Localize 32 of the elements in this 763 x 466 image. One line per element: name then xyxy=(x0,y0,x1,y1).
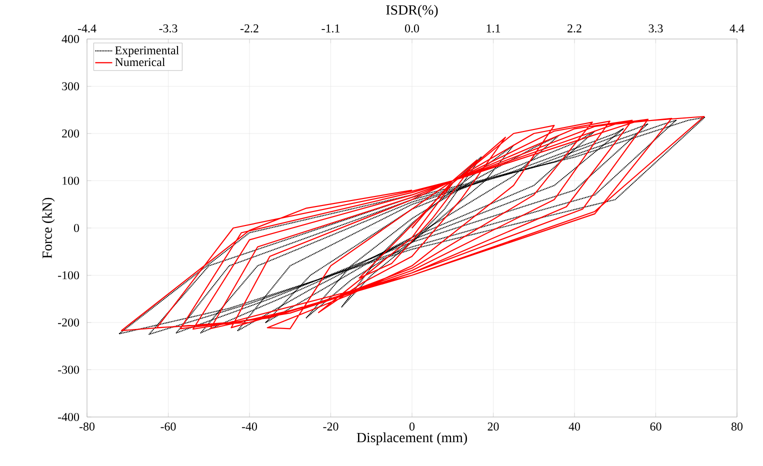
x-tick-label: -80 xyxy=(79,422,95,431)
legend-label: Experimental xyxy=(115,46,179,57)
x2-tick-label: 4.4 xyxy=(730,24,744,32)
x2-tick-label: 1.1 xyxy=(486,24,500,32)
x2-tick-label: 2.2 xyxy=(568,24,582,32)
x-tick-label: 80 xyxy=(731,422,743,431)
y-tick-label: -100 xyxy=(58,271,80,280)
y-axis-title: Force (kN) xyxy=(42,198,55,258)
x2-tick-label: 0.0 xyxy=(404,24,420,32)
x2-tick-label: 3.3 xyxy=(648,24,663,32)
y-tick-label: -300 xyxy=(58,366,80,374)
x-tick-label: 20 xyxy=(488,422,499,431)
x2-tick-label: -3.3 xyxy=(159,24,178,32)
x2-tick-label: -4.4 xyxy=(78,24,96,32)
x2-tick-label: -1.1 xyxy=(322,24,340,32)
x-tick-label: 60 xyxy=(650,422,662,431)
y-tick-label: 100 xyxy=(62,176,80,185)
y-tick-label: 200 xyxy=(62,129,80,138)
x-tick-label: -40 xyxy=(242,422,258,431)
y-tick-label: -400 xyxy=(58,412,80,422)
x-tick-label: -60 xyxy=(160,422,176,431)
legend-label: Numerical xyxy=(115,58,166,66)
x-axis-title: Displacement (mm) xyxy=(356,432,467,446)
y-tick-label: 300 xyxy=(62,82,80,90)
x2-tick-label: -2.2 xyxy=(240,24,258,32)
y-tick-label: 400 xyxy=(62,34,80,44)
x-tick-label: 40 xyxy=(568,422,580,431)
x-tick-label: -20 xyxy=(323,422,338,431)
x2-axis-title: ISDR(%) xyxy=(386,4,438,18)
x-tick-label: 0 xyxy=(409,422,415,431)
y-tick-label: 0 xyxy=(74,224,80,232)
y-tick-label: -200 xyxy=(58,318,80,327)
